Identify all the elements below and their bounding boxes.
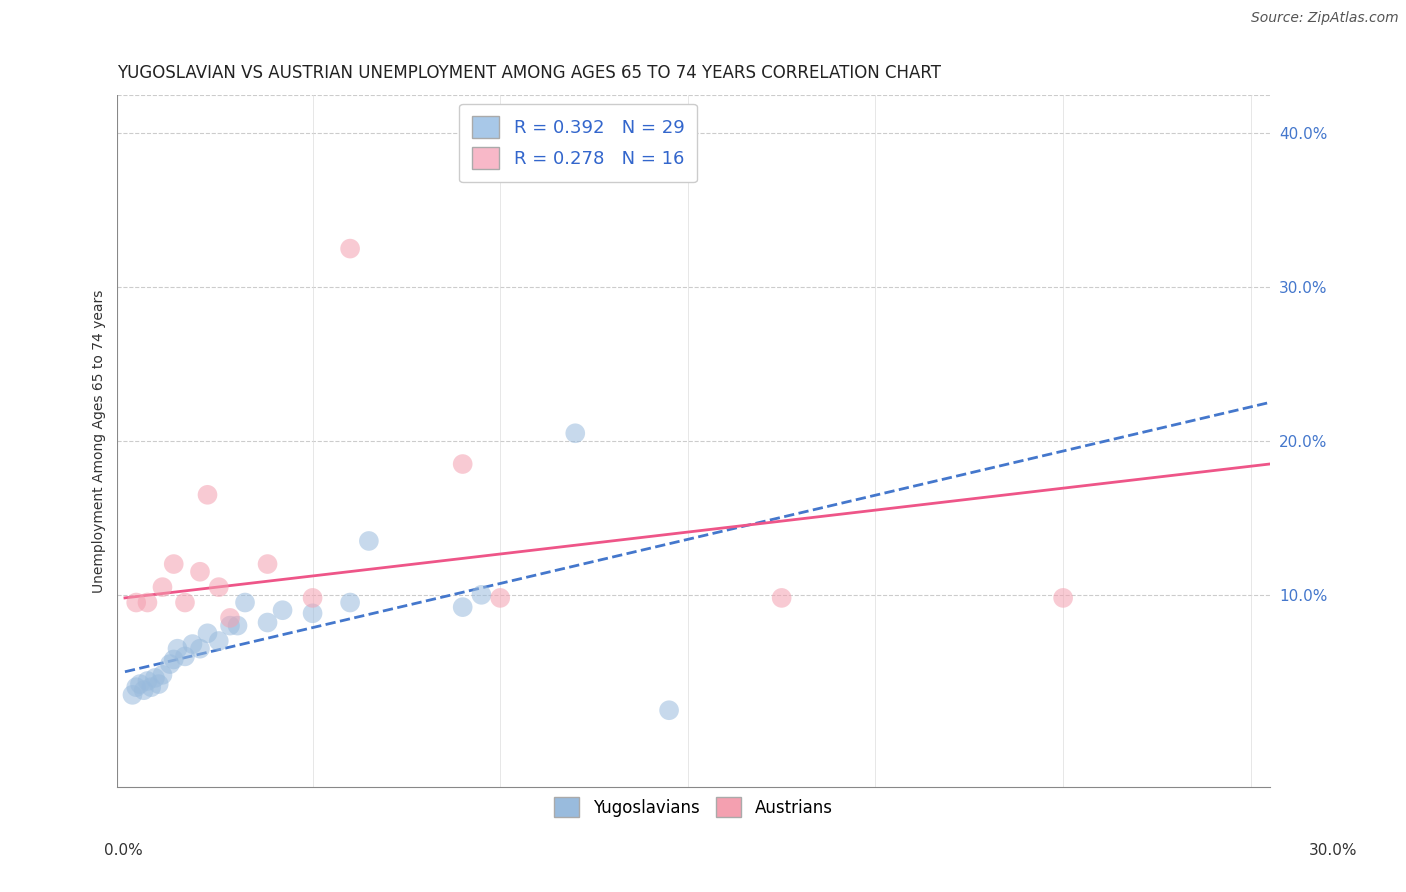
Point xyxy=(301,591,323,605)
Point xyxy=(141,680,163,694)
Point xyxy=(489,591,512,605)
Point xyxy=(1052,591,1074,605)
Point xyxy=(226,618,249,632)
Point xyxy=(658,703,681,717)
Point xyxy=(174,595,197,609)
Point xyxy=(451,600,474,615)
Text: 0.0%: 0.0% xyxy=(104,843,143,857)
Point xyxy=(125,595,148,609)
Point xyxy=(181,637,204,651)
Point xyxy=(152,580,174,594)
Point xyxy=(121,688,143,702)
Legend: Yugoslavians, Austrians: Yugoslavians, Austrians xyxy=(548,790,839,824)
Point xyxy=(136,595,159,609)
Point xyxy=(166,641,188,656)
Point xyxy=(163,652,186,666)
Point xyxy=(174,649,197,664)
Point xyxy=(125,680,148,694)
Text: 30.0%: 30.0% xyxy=(1309,843,1357,857)
Y-axis label: Unemployment Among Ages 65 to 74 years: Unemployment Among Ages 65 to 74 years xyxy=(93,289,107,592)
Point xyxy=(256,557,278,571)
Point xyxy=(159,657,181,671)
Point xyxy=(271,603,294,617)
Point xyxy=(188,565,211,579)
Point xyxy=(197,488,219,502)
Point xyxy=(152,668,174,682)
Point xyxy=(339,242,361,256)
Point xyxy=(451,457,474,471)
Text: YUGOSLAVIAN VS AUSTRIAN UNEMPLOYMENT AMONG AGES 65 TO 74 YEARS CORRELATION CHART: YUGOSLAVIAN VS AUSTRIAN UNEMPLOYMENT AMO… xyxy=(118,64,942,82)
Point xyxy=(208,580,231,594)
Point xyxy=(357,533,380,548)
Point xyxy=(197,626,219,640)
Point xyxy=(470,588,492,602)
Point xyxy=(208,634,231,648)
Point xyxy=(148,677,170,691)
Point xyxy=(256,615,278,630)
Point xyxy=(564,426,586,441)
Point xyxy=(129,677,152,691)
Point xyxy=(219,618,242,632)
Point xyxy=(233,595,256,609)
Point xyxy=(301,607,323,621)
Point xyxy=(136,673,159,688)
Point xyxy=(143,671,166,685)
Point xyxy=(339,595,361,609)
Point xyxy=(770,591,793,605)
Point xyxy=(188,641,211,656)
Point xyxy=(219,611,242,625)
Point xyxy=(132,683,155,698)
Text: Source: ZipAtlas.com: Source: ZipAtlas.com xyxy=(1251,12,1399,25)
Point xyxy=(163,557,186,571)
